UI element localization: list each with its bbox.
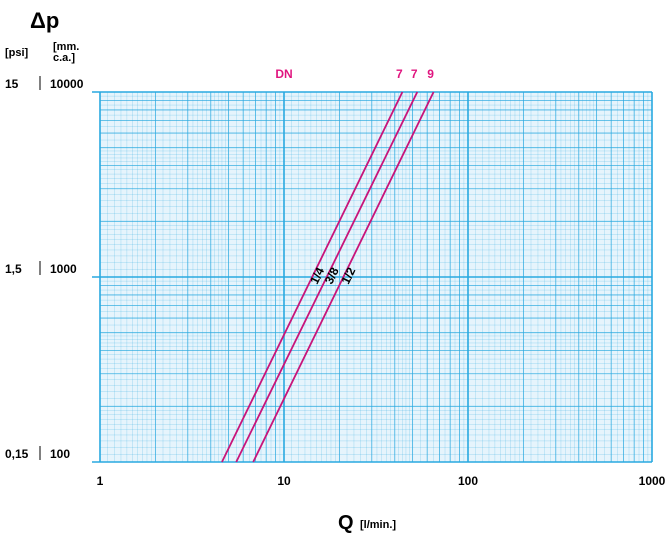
x-tick-label: 100 xyxy=(458,474,478,488)
x-axis-title: Q xyxy=(338,512,354,534)
x-axis-unit: [l/min.] xyxy=(360,519,396,531)
x-tick-label: 1000 xyxy=(639,474,666,488)
x-tick-label: 10 xyxy=(277,474,291,488)
y-tick-psi: 1,5 xyxy=(5,262,22,276)
major-grid xyxy=(92,91,653,463)
series-dn-label: 7 xyxy=(411,67,418,81)
y-unit-psi: [psi] xyxy=(5,47,29,59)
y-unit-mm-line2: c.a.] xyxy=(53,52,75,64)
y-tick-mm: 10000 xyxy=(50,77,84,91)
y-axis-title: Δp xyxy=(30,8,59,33)
series-line xyxy=(235,91,419,463)
y-tick-mm: 1000 xyxy=(50,262,77,276)
series-label: 1/4 xyxy=(307,265,327,286)
series-dn-label: 9 xyxy=(427,67,434,81)
y-unit-mm-line1: [mm. xyxy=(53,41,79,53)
series-line xyxy=(221,91,404,463)
series-line xyxy=(252,91,435,463)
series-label: 3/8 xyxy=(322,265,342,286)
series-lines xyxy=(221,91,435,463)
dn-label: DN xyxy=(275,67,292,81)
series-dn-label: 7 xyxy=(396,67,403,81)
series-label: 1/2 xyxy=(338,265,358,286)
y-tick-psi: 15 xyxy=(5,77,19,91)
y-tick-mm: 100 xyxy=(50,447,70,461)
x-tick-label: 1 xyxy=(97,474,104,488)
y-tick-psi: 0,15 xyxy=(5,447,29,461)
